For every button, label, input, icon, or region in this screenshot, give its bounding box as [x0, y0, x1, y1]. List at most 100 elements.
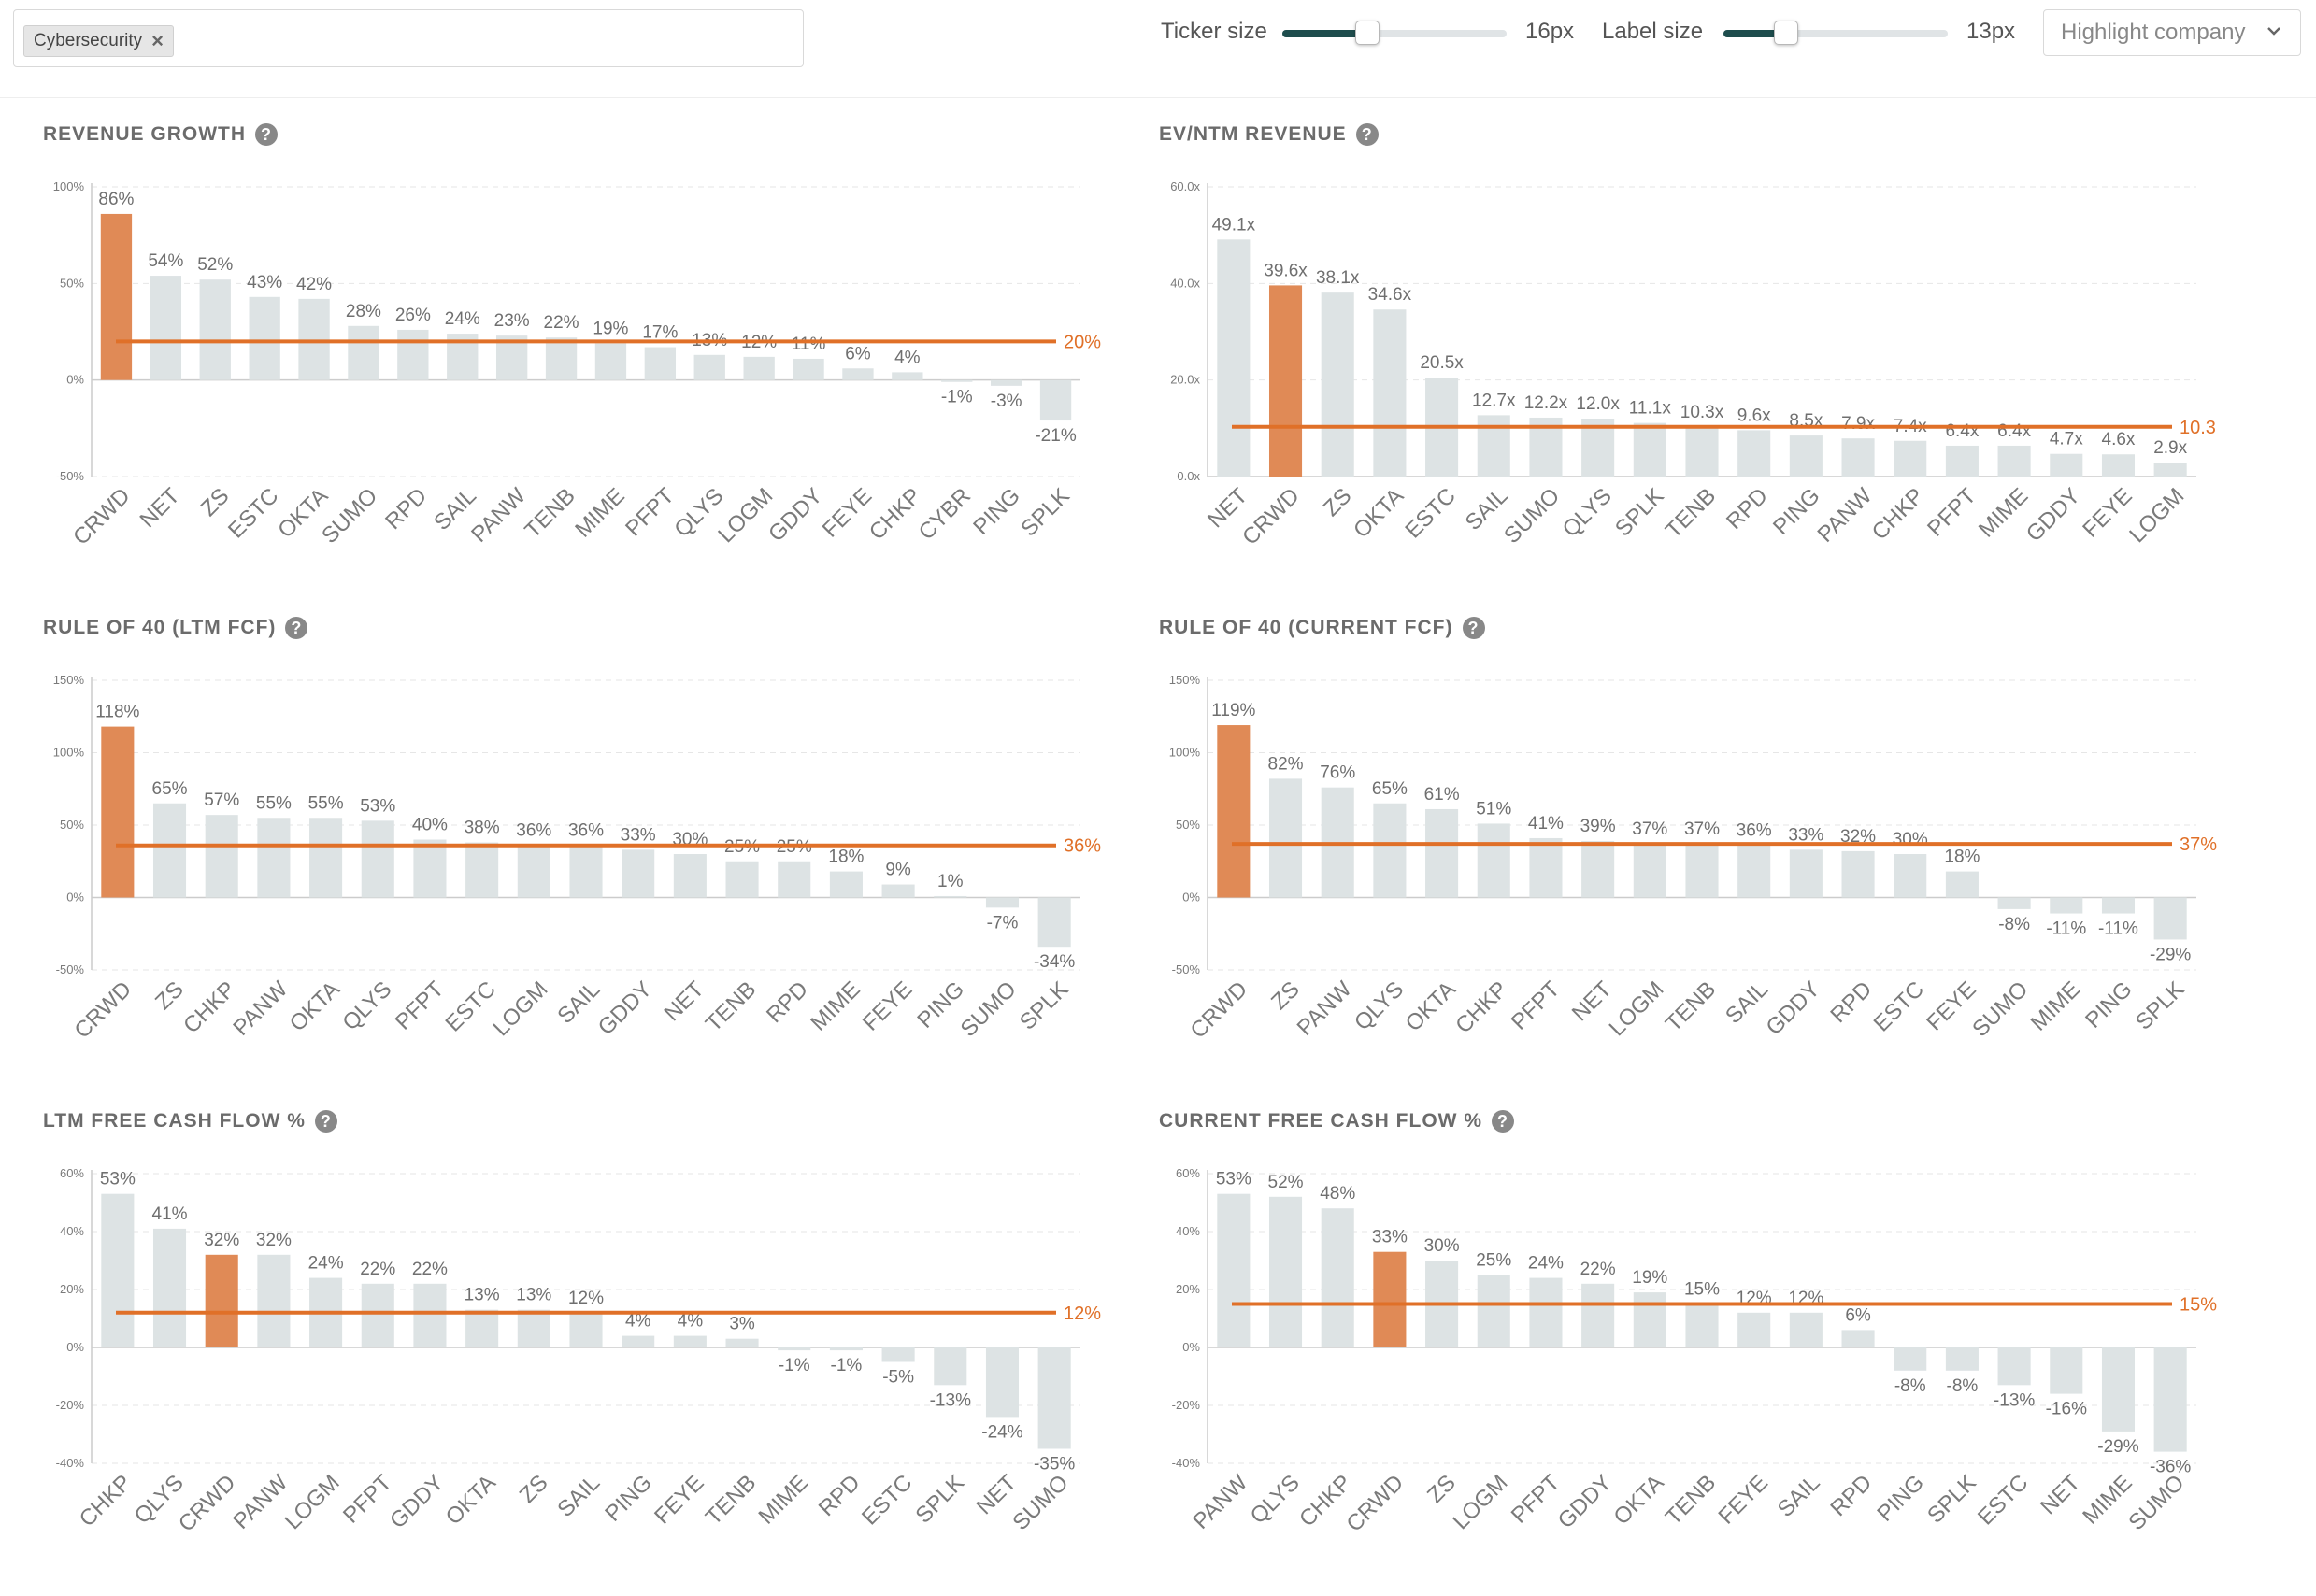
x-tick-label: CHKP	[865, 483, 926, 545]
value-label: -11%	[2046, 919, 2086, 939]
chart-panel-rule-of-40-ltm: RULE OF 40 (LTM FCF) ? 150% 100% 50% 0% -50%…	[43, 617, 1146, 1103]
x-tick-label: ZS	[1266, 976, 1305, 1015]
question-circle-icon[interactable]: ?	[1492, 1110, 1514, 1133]
bar	[1737, 430, 1771, 477]
value-label: 52%	[197, 255, 233, 275]
ticker-size-slider[interactable]	[1282, 21, 1507, 45]
filter-tag-label: Cybersecurity	[34, 31, 143, 50]
bar	[1789, 435, 1823, 477]
x-tick-label: SUMO	[1008, 1470, 1073, 1535]
value-label: 55%	[308, 793, 344, 813]
value-label: -13%	[1994, 1390, 2035, 1410]
question-circle-icon[interactable]: ?	[1462, 617, 1485, 639]
x-tick-label: SUMO	[1967, 976, 2033, 1042]
question-circle-icon[interactable]: ?	[314, 1110, 337, 1133]
x-tick-label: PING	[968, 483, 1025, 540]
question-circle-icon[interactable]: ?	[1355, 123, 1379, 146]
bar	[934, 895, 967, 898]
ticker-size-label: Ticker size	[1161, 19, 1267, 44]
value-label: 32%	[256, 1231, 292, 1250]
value-label: 24%	[1528, 1254, 1564, 1274]
bar	[842, 368, 874, 380]
x-tick-label: SUMO	[2123, 1470, 2189, 1535]
bar	[725, 1338, 759, 1347]
y-tick-label: 0%	[66, 373, 84, 387]
chevron-down-icon	[2267, 27, 2280, 36]
value-label: 17%	[642, 323, 678, 343]
y-tick-label: 20%	[60, 1282, 84, 1296]
bar	[1373, 1251, 1407, 1347]
rule-of-40-current-chart: 150% 100% 50% 0% -50% 119% CRWD 82% ZS 76% PANW 65%…	[1169, 673, 2217, 1044]
value-label: 76%	[1320, 763, 1355, 783]
remove-tag-icon[interactable]: ×	[151, 29, 164, 52]
revenue-growth-chart: 100% 50% 0% -50% 86% CRWD 54% NET 52% ZS 43% ESTC 42…	[53, 179, 1101, 550]
label-size-label: Label size	[1602, 19, 1704, 44]
bar	[1529, 1277, 1563, 1347]
value-label: 24%	[445, 309, 480, 329]
bar	[2050, 897, 2083, 914]
bar	[1477, 823, 1510, 898]
x-tick-label: CHKP	[75, 1470, 136, 1532]
x-tick-label: CRWD	[1186, 976, 1253, 1044]
x-tick-label: MIME	[806, 976, 865, 1035]
x-tick-label: CYBR	[914, 483, 976, 545]
x-tick-label: TENB	[1661, 976, 1721, 1036]
y-tick-label: -50%	[1172, 962, 1201, 976]
value-label: -5%	[882, 1368, 914, 1388]
x-tick-label: SPLK	[1015, 976, 1073, 1034]
bar	[1789, 849, 1823, 898]
value-label: 4%	[678, 1312, 704, 1332]
value-label: 9.6x	[1737, 406, 1771, 425]
bar	[205, 815, 238, 898]
value-label: 37%	[1632, 819, 1667, 839]
slider-thumb[interactable]	[1355, 21, 1380, 45]
value-label: 51%	[1476, 799, 1511, 819]
x-tick-label: ZS	[196, 483, 235, 521]
value-label: -11%	[2098, 919, 2138, 939]
panel-title-text: RULE OF 40 (LTM FCF)	[43, 617, 277, 638]
bar	[1997, 897, 2031, 909]
y-tick-label: 50%	[60, 276, 84, 290]
highlight-company-select[interactable]: Highlight company	[2043, 9, 2301, 56]
value-label: 38.1x	[1316, 268, 1360, 288]
value-label: -36%	[2150, 1458, 2191, 1477]
value-label: 22%	[412, 1260, 448, 1279]
bar	[361, 1283, 394, 1347]
x-tick-label: OKTA	[1349, 483, 1408, 543]
panel-title: CURRENT FREE CASH FLOW % ?	[1159, 1110, 1514, 1133]
bar	[1633, 1292, 1666, 1347]
x-tick-label: PING	[1872, 1470, 1929, 1527]
slider-thumb[interactable]	[1774, 21, 1799, 45]
y-tick-label: 150%	[1169, 673, 1201, 687]
bar	[298, 298, 330, 380]
x-tick-label: PFPT	[1507, 976, 1565, 1035]
x-tick-label: FEYE	[818, 483, 877, 542]
x-tick-label: PANW	[466, 483, 531, 548]
value-label: -1%	[941, 388, 973, 407]
x-tick-label: TENB	[1661, 1470, 1721, 1530]
x-tick-label: GDDY	[764, 483, 827, 547]
y-tick-label: 0%	[66, 891, 84, 905]
value-label: 4.6x	[2102, 430, 2136, 449]
question-circle-icon[interactable]: ?	[255, 123, 279, 146]
x-tick-label: SAIL	[1773, 1470, 1825, 1522]
bar	[1685, 1304, 1719, 1347]
y-tick-label: 60%	[60, 1166, 84, 1180]
x-tick-label: ESTC	[1973, 1470, 2033, 1530]
x-tick-label: MIME	[1974, 483, 2033, 542]
value-label: 61%	[1424, 785, 1460, 805]
value-label: 36%	[1737, 821, 1772, 841]
bar	[2153, 897, 2187, 940]
x-tick-label: RPD	[380, 483, 432, 534]
x-tick-label: ZS	[1422, 1470, 1461, 1508]
question-circle-icon[interactable]: ?	[285, 617, 308, 639]
bar	[199, 279, 231, 380]
label-size-slider[interactable]	[1723, 21, 1948, 45]
value-label: -29%	[2150, 945, 2191, 964]
value-label: -3%	[991, 392, 1022, 411]
y-tick-label: 40%	[60, 1224, 84, 1238]
y-tick-label: 50%	[60, 818, 84, 832]
x-tick-label: OKTA	[285, 976, 345, 1036]
sector-filter-input[interactable]: Cybersecurity ×	[13, 9, 804, 67]
bar	[1997, 1347, 2031, 1386]
